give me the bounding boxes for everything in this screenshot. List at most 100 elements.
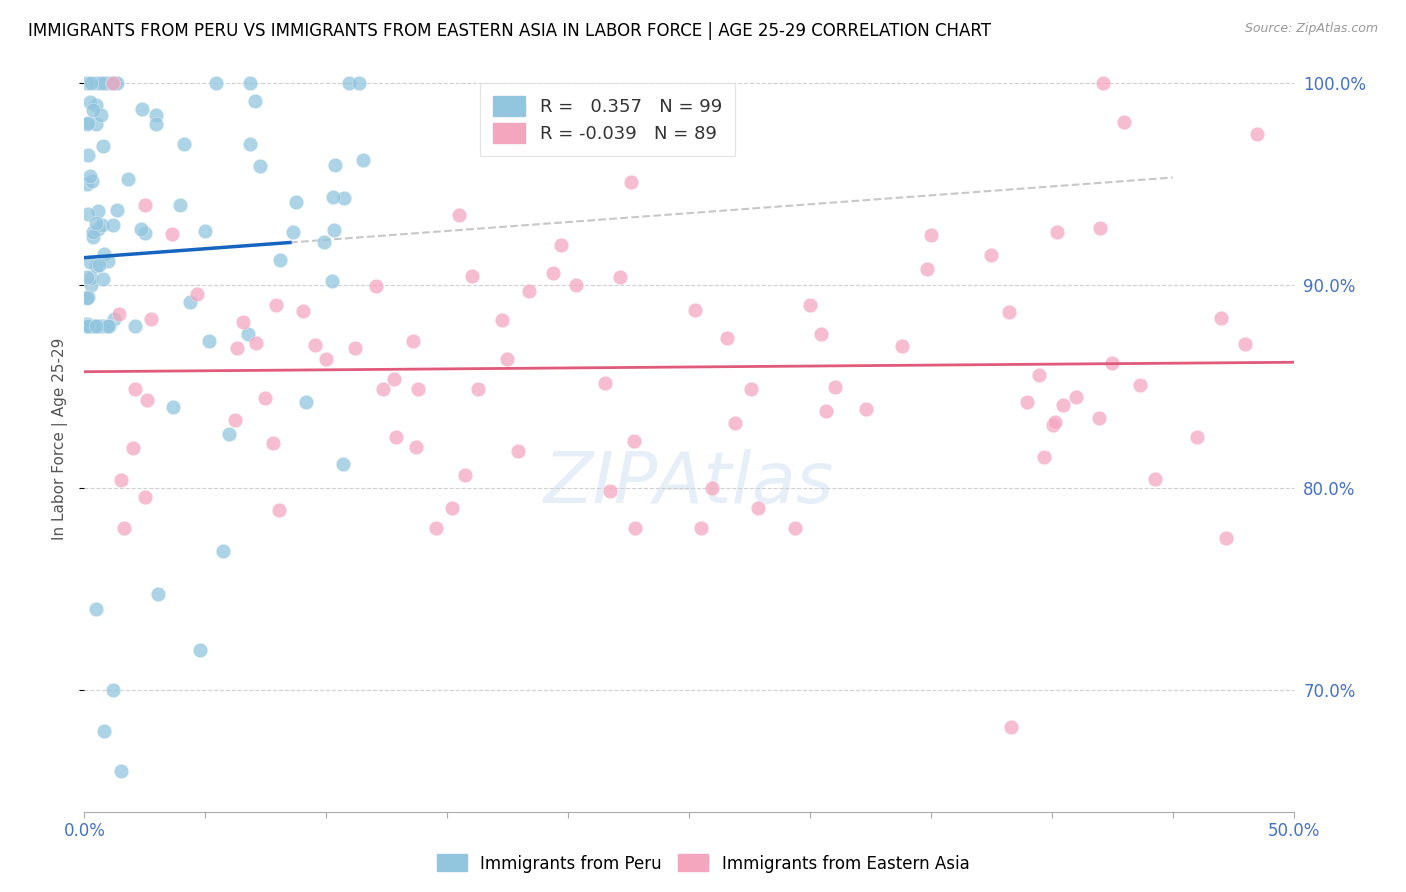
Point bbox=[80, 278, 103, 293]
Point bbox=[236, 327, 259, 342]
Point bbox=[162, 227, 184, 241]
Point bbox=[77, 148, 100, 162]
Point bbox=[84, 259, 107, 273]
Point bbox=[90, 108, 112, 122]
Point bbox=[80, 271, 103, 285]
Point bbox=[84, 76, 107, 90]
Point bbox=[284, 195, 307, 210]
Point bbox=[103, 683, 125, 698]
Point bbox=[315, 351, 337, 366]
Point bbox=[1064, 391, 1087, 405]
Point bbox=[402, 334, 425, 348]
Point bbox=[810, 326, 832, 341]
Point bbox=[700, 482, 723, 496]
Point bbox=[82, 230, 104, 244]
Point bbox=[96, 318, 118, 333]
Point bbox=[747, 500, 769, 515]
Point bbox=[77, 115, 100, 129]
Point bbox=[134, 197, 156, 211]
Point bbox=[87, 258, 110, 272]
Point bbox=[269, 253, 291, 268]
Legend: R =   0.357   N = 99, R = -0.039   N = 89: R = 0.357 N = 99, R = -0.039 N = 89 bbox=[481, 83, 735, 155]
Point bbox=[799, 298, 821, 312]
Point bbox=[79, 169, 101, 183]
Point bbox=[145, 108, 167, 122]
Point bbox=[173, 136, 195, 151]
Point bbox=[314, 235, 336, 250]
Point bbox=[724, 416, 747, 430]
Text: ZIPAtlas: ZIPAtlas bbox=[544, 450, 834, 518]
Point bbox=[1091, 76, 1114, 90]
Point bbox=[218, 427, 240, 442]
Point bbox=[131, 103, 153, 117]
Point bbox=[441, 501, 464, 516]
Point bbox=[169, 198, 191, 212]
Point bbox=[689, 521, 711, 535]
Point bbox=[239, 76, 262, 90]
Point bbox=[97, 254, 120, 268]
Point bbox=[77, 318, 100, 333]
Point bbox=[1045, 415, 1067, 429]
Point bbox=[93, 247, 115, 261]
Point bbox=[76, 291, 98, 305]
Point bbox=[304, 338, 326, 352]
Point bbox=[77, 206, 100, 220]
Point bbox=[283, 225, 305, 239]
Point bbox=[103, 76, 125, 90]
Point bbox=[226, 341, 249, 355]
Point bbox=[321, 274, 343, 288]
Point bbox=[84, 97, 107, 112]
Point bbox=[337, 76, 360, 90]
Point bbox=[322, 190, 344, 204]
Point bbox=[347, 76, 370, 90]
Point bbox=[980, 248, 1002, 262]
Point bbox=[84, 318, 107, 333]
Point bbox=[243, 94, 266, 108]
Point bbox=[454, 468, 477, 483]
Point bbox=[385, 430, 408, 444]
Point bbox=[103, 218, 125, 232]
Point bbox=[517, 284, 540, 298]
Point bbox=[224, 413, 246, 427]
Point bbox=[1114, 114, 1136, 128]
Point bbox=[105, 76, 128, 90]
Point bbox=[80, 318, 103, 333]
Point bbox=[565, 278, 588, 293]
Point bbox=[683, 303, 706, 318]
Point bbox=[87, 221, 110, 235]
Point bbox=[917, 261, 939, 276]
Point bbox=[145, 117, 167, 131]
Point bbox=[124, 318, 146, 333]
Point bbox=[112, 521, 135, 535]
Point bbox=[264, 298, 287, 312]
Point bbox=[371, 383, 394, 397]
Point bbox=[86, 204, 108, 219]
Point bbox=[1088, 221, 1111, 235]
Point bbox=[783, 521, 806, 535]
Point bbox=[323, 158, 346, 172]
Point bbox=[80, 318, 103, 333]
Point bbox=[1000, 720, 1022, 734]
Point bbox=[90, 76, 112, 90]
Point bbox=[80, 76, 103, 90]
Point bbox=[997, 305, 1019, 319]
Point bbox=[87, 318, 110, 333]
Point bbox=[91, 318, 114, 333]
Point bbox=[1042, 418, 1064, 433]
Point bbox=[121, 441, 143, 455]
Point bbox=[190, 642, 212, 657]
Point bbox=[449, 208, 471, 222]
Point bbox=[1129, 377, 1152, 392]
Point bbox=[76, 290, 98, 304]
Point bbox=[124, 382, 146, 396]
Point bbox=[814, 404, 837, 418]
Point bbox=[332, 190, 354, 204]
Point bbox=[79, 318, 101, 333]
Point bbox=[139, 311, 162, 326]
Point bbox=[1215, 532, 1237, 546]
Point bbox=[239, 136, 262, 151]
Point bbox=[855, 402, 877, 417]
Point bbox=[262, 436, 284, 450]
Point bbox=[194, 224, 217, 238]
Point bbox=[84, 318, 107, 333]
